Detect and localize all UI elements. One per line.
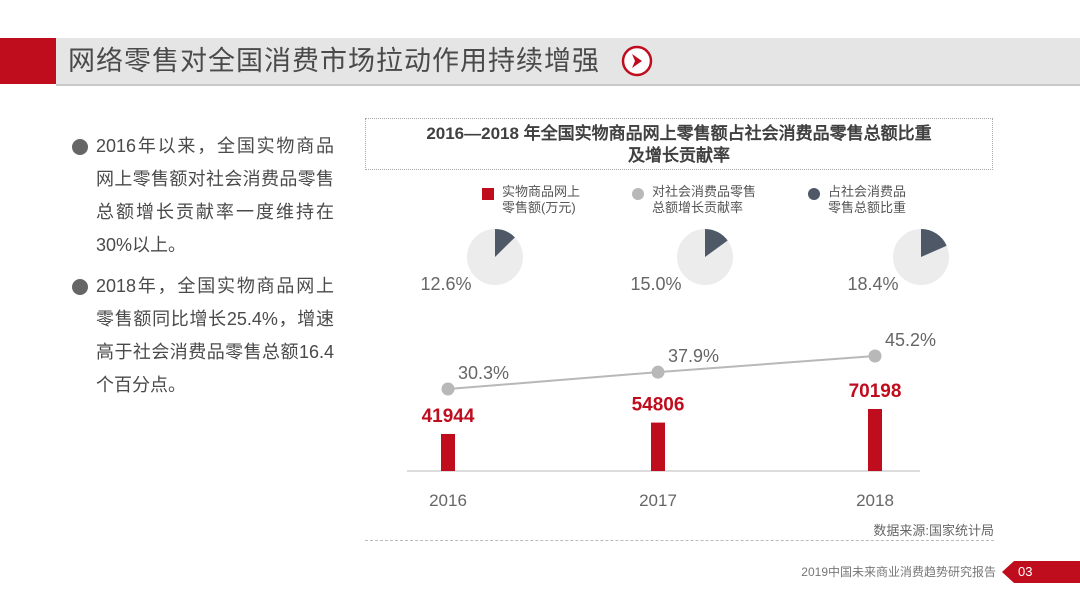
footer-report-name: 2019中国未来商业消费趋势研究报告	[801, 565, 996, 579]
pie-slice-2017	[705, 229, 728, 257]
line-value-label: 37.9%	[668, 346, 719, 366]
bullet-text: 2016年以来，全国实物商品网上零售额对社会消费品零售总额增长贡献率一度维持在3…	[96, 136, 334, 255]
line-value-label: 30.3%	[458, 363, 509, 383]
x-tick-label: 2016	[429, 491, 467, 510]
line-point-2018	[868, 349, 882, 363]
pie-slice-2016	[495, 229, 515, 257]
bar-value-label: 41944	[422, 406, 475, 427]
legend-label: 实物商品网上	[502, 184, 581, 199]
x-tick-label: 2018	[856, 491, 894, 510]
title-bar: 网络零售对全国消费市场拉动作用持续增强	[0, 38, 1080, 84]
chart-title-continued: 及增长贡献率	[628, 146, 730, 165]
bar-value-label: 70198	[849, 381, 902, 402]
page-title: 网络零售对全国消费市场拉动作用持续增强	[68, 46, 600, 76]
circle-chevron-right-icon	[621, 45, 653, 77]
x-tick-label: 2017	[639, 491, 677, 510]
bullet-item: 2018年，全国实物商品网上零售额同比增长25.4%，增速高于社会消费品零售总额…	[72, 270, 334, 402]
legend-item-sales: 实物商品网上 零售额(万元)	[482, 184, 652, 216]
title-accent-block	[0, 38, 56, 84]
legend-item-contribution: 对社会消费品零售 总额增长贡献率	[632, 184, 802, 216]
pie-value-label: 18.4%	[847, 274, 898, 294]
pie-value-label: 15.0%	[630, 274, 681, 294]
legend-circle-icon	[632, 188, 644, 200]
bullet-text: 2018年，全国实物商品网上零售额同比增长25.4%，增速高于社会消费品零售总额…	[96, 276, 334, 395]
bullet-item: 2016年以来，全国实物商品网上零售额对社会消费品零售总额增长贡献率一度维持在3…	[72, 130, 334, 262]
source-divider	[365, 540, 994, 541]
bar-value-label: 54806	[632, 395, 685, 416]
legend-circle-icon	[808, 188, 820, 200]
line-point-2016	[441, 382, 455, 396]
legend-square-icon	[482, 188, 494, 200]
title-underline	[56, 84, 1080, 86]
pie-value-label: 12.6%	[420, 274, 471, 294]
line-value-label: 45.2%	[885, 330, 936, 350]
page-number: 03	[1018, 564, 1033, 579]
chart-title-box: 2016—2018 年全国实物商品网上零售额占社会消费品零售总额比重 及增长贡献…	[365, 118, 993, 170]
chart-title: 2016—2018 年全国实物商品网上零售额占社会消费品零售总额比重	[426, 124, 932, 143]
page-number-badge: 03	[1002, 561, 1080, 583]
legend-label: 零售额(万元)	[502, 200, 576, 215]
bullet-list: 2016年以来，全国实物商品网上零售额对社会消费品零售总额增长贡献率一度维持在3…	[72, 130, 334, 410]
legend-label: 占社会消费品	[828, 184, 907, 199]
legend-label: 零售总额比重	[828, 200, 907, 215]
pie-slice-2018	[921, 229, 947, 257]
bar-2018	[868, 409, 882, 471]
line-point-2017	[651, 365, 665, 379]
legend-label: 对社会消费品零售	[652, 184, 757, 199]
bullet-dot	[72, 279, 88, 295]
bar-2016	[441, 433, 455, 471]
legend-item-share: 占社会消费品 零售总额比重	[808, 184, 978, 216]
source-note: 数据来源:国家统计局	[873, 523, 994, 538]
bullet-dot	[72, 139, 88, 155]
legend-label: 总额增长贡献率	[652, 200, 744, 215]
bar-2017	[651, 422, 665, 471]
